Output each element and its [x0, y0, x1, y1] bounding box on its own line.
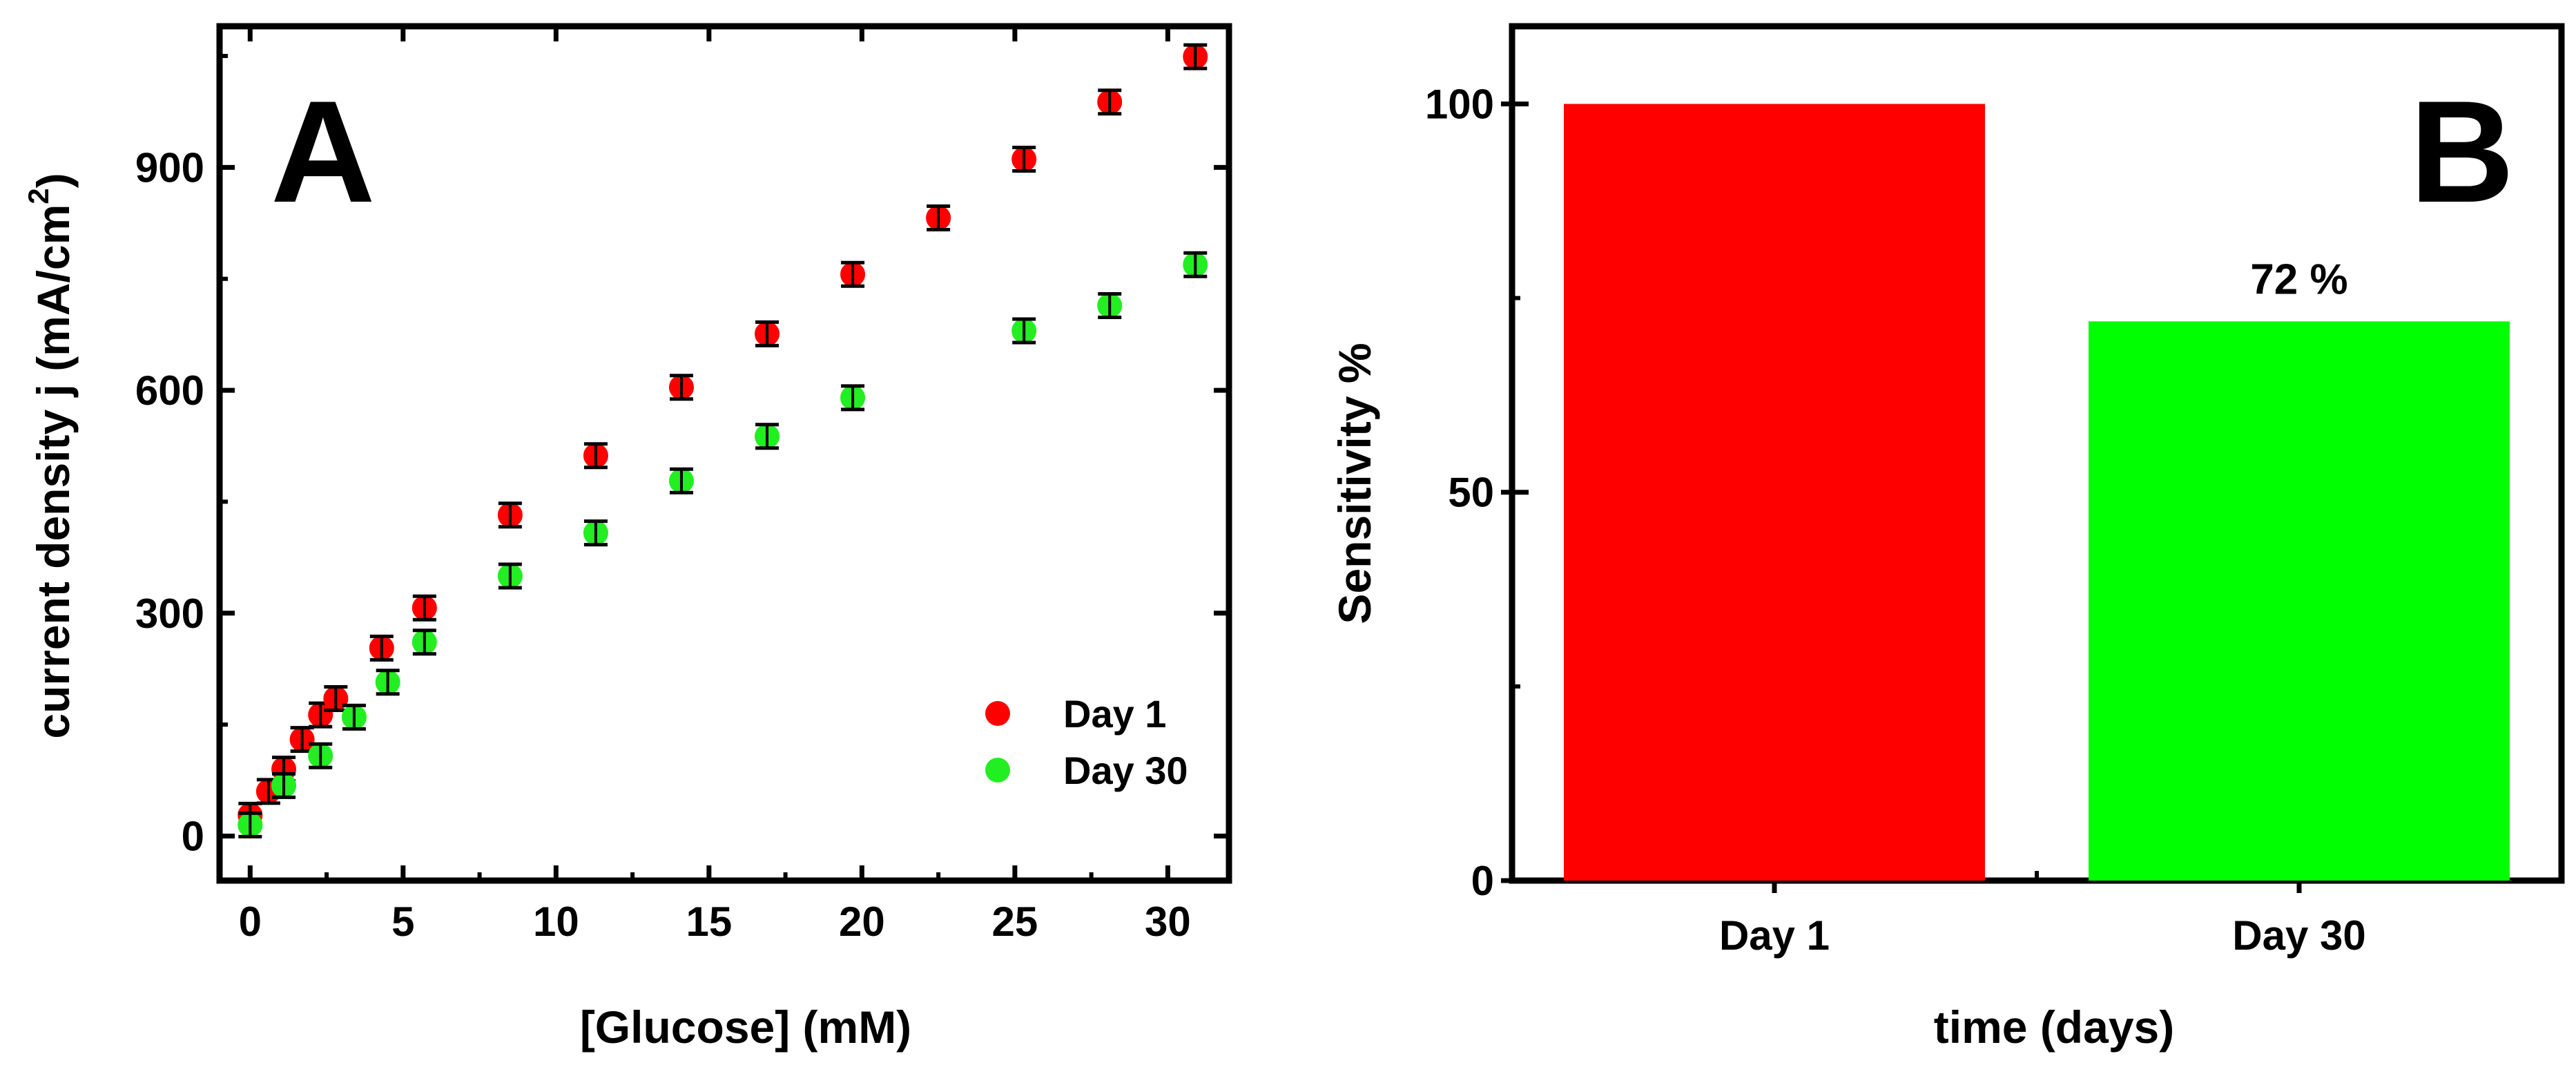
- panel-b-y-axis-title: Sensitivity %: [1329, 343, 1380, 624]
- data-point-day-30: [1097, 291, 1123, 319]
- x-tick-label: Day 1: [1719, 912, 1830, 959]
- data-point-day-1: [755, 320, 780, 347]
- data-point-day-30: [271, 771, 297, 799]
- panel-a-y-axis-title: current density j (mA/cm2): [22, 173, 79, 738]
- panel-b-x-ticks: Day 1 Day 30: [1719, 871, 2366, 959]
- data-point-day-30: [238, 811, 263, 838]
- data-point-day-1: [1011, 146, 1037, 173]
- legend-marker-day-30: [985, 758, 1010, 783]
- x-tick-label: 0: [239, 899, 262, 945]
- x-tick-label: 20: [839, 899, 885, 945]
- data-point-day-30: [840, 384, 866, 412]
- data-point-day-1: [840, 260, 866, 288]
- data-point-day-30: [1183, 251, 1208, 278]
- panel-b-y-ticks: 0 50 100: [1425, 81, 1529, 904]
- bar-day-1: [1564, 104, 1985, 881]
- bar-value-annotation: 72 %: [2250, 256, 2347, 303]
- x-tick-label: 25: [992, 899, 1038, 945]
- panel-a-plot-frame: [216, 23, 1232, 884]
- y-tick-label: 50: [1448, 470, 1494, 516]
- panel-a-legend: Day 1 Day 30: [985, 692, 1188, 792]
- data-point-day-30: [497, 562, 523, 590]
- legend-marker-day-1: [985, 701, 1010, 726]
- data-point-day-1: [289, 726, 315, 754]
- data-point-day-30: [1011, 317, 1037, 345]
- data-point-day-30: [668, 467, 694, 495]
- data-point-day-30: [308, 742, 333, 769]
- panel-b-x-axis-title: time (days): [1934, 1001, 2174, 1053]
- legend-item-day-30: Day 30: [985, 749, 1188, 792]
- data-point-day-1: [411, 594, 437, 622]
- panel-a-letter: A: [271, 70, 376, 233]
- panel-b-bar-chart: 72 % 0 50 100 Day 1 Day 30 B time (days) Se…: [1329, 23, 2565, 1053]
- data-point-day-30: [755, 423, 780, 450]
- y-tick-label: 100: [1425, 81, 1494, 127]
- panel-a-data-points: [238, 43, 1208, 838]
- panel-b-letter: B: [2410, 70, 2515, 233]
- x-tick-label: 30: [1145, 899, 1191, 945]
- y-tick-label: 600: [135, 367, 204, 414]
- legend-label-day-1: Day 1: [1063, 692, 1166, 736]
- data-point-day-1: [1097, 88, 1123, 116]
- data-point-day-30: [341, 703, 367, 731]
- data-point-day-1: [1183, 43, 1208, 70]
- x-tick-label: 15: [686, 899, 732, 945]
- y-tick-label: 900: [135, 144, 204, 191]
- x-tick-label: Day 30: [2232, 912, 2365, 959]
- legend-item-day-1: Day 1: [985, 692, 1166, 736]
- data-point-day-30: [411, 629, 437, 656]
- data-point-day-1: [668, 374, 694, 401]
- panel-b-bars: 72 %: [1564, 104, 2510, 881]
- data-point-day-30: [583, 519, 608, 547]
- data-point-day-30: [375, 669, 400, 696]
- x-tick-label: 10: [533, 899, 579, 945]
- panel-a-x-ticks: 0 5 10 15 20 25 30: [239, 26, 1191, 945]
- data-point-day-1: [369, 634, 394, 662]
- data-point-day-1: [497, 501, 523, 529]
- panel-a-y-ticks: 0 300 600 900: [135, 54, 1229, 859]
- panel-a-x-axis-title: [Glucose] (mM): [580, 1001, 911, 1053]
- panel-a-scatter-chart: 0 5 10 15 20 25 30 0 300 600 900 A [Glucose] (mM)…: [22, 23, 1232, 1053]
- y-tick-label: 300: [135, 591, 204, 637]
- bar-day-30: [2089, 321, 2510, 881]
- data-point-day-1: [323, 684, 349, 712]
- data-point-day-1: [583, 442, 608, 470]
- data-point-day-1: [926, 204, 951, 232]
- y-tick-label: 0: [182, 813, 204, 859]
- x-tick-label: 5: [391, 899, 414, 945]
- legend-label-day-30: Day 30: [1063, 749, 1188, 792]
- y-tick-label: 0: [1471, 858, 1494, 904]
